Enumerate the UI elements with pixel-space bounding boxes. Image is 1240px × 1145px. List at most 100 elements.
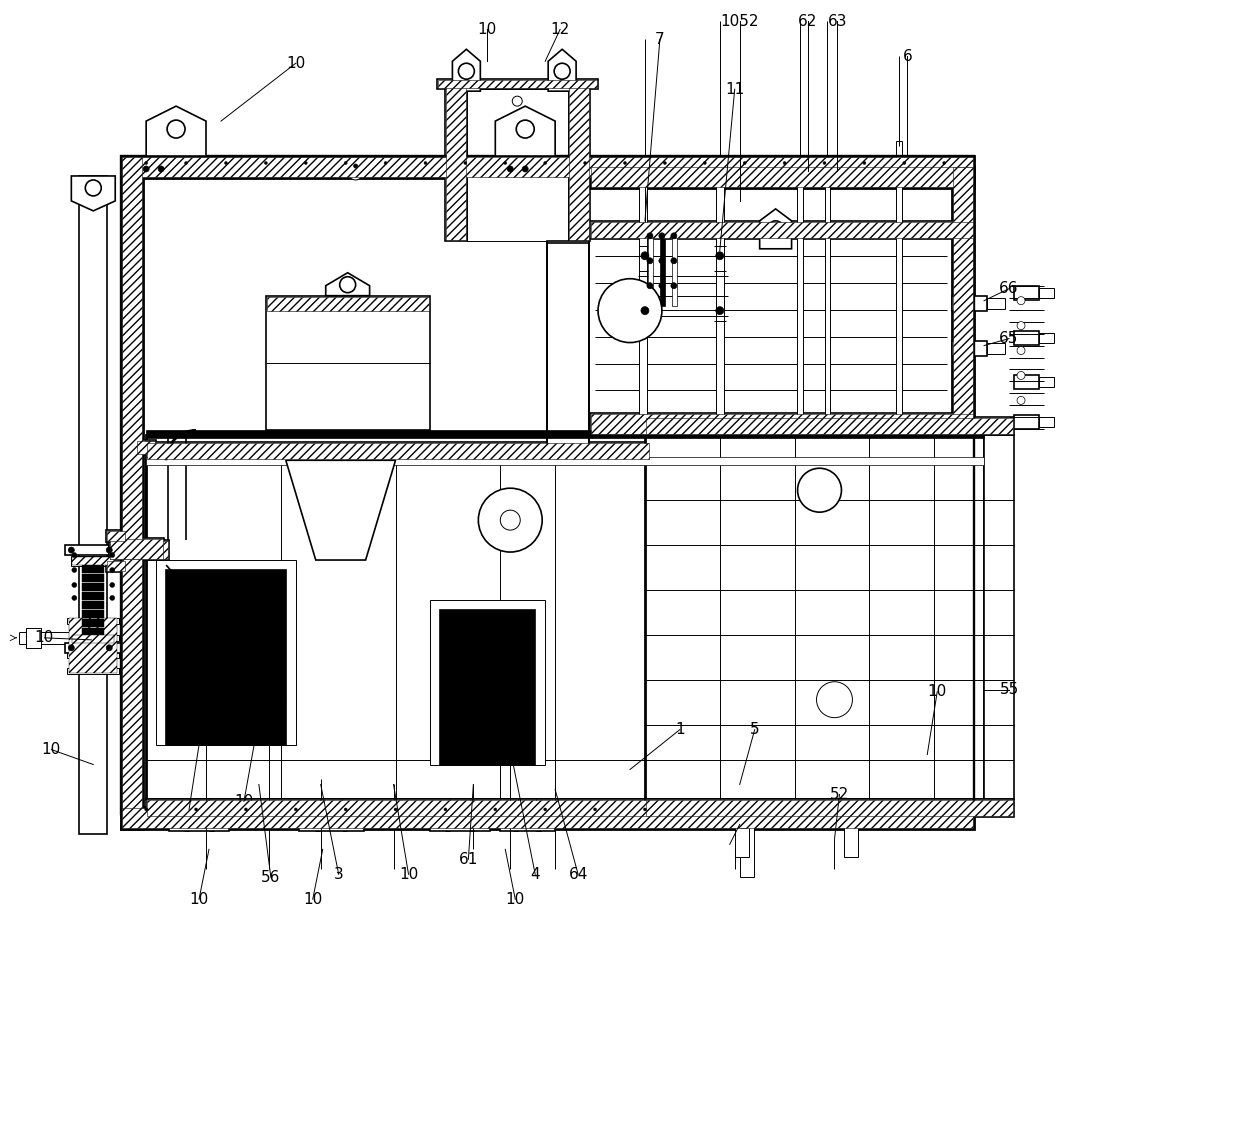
Circle shape: [348, 166, 362, 180]
Bar: [122, 156, 975, 177]
Bar: [715, 166, 724, 435]
Text: 7: 7: [655, 32, 665, 47]
Circle shape: [479, 488, 542, 552]
Bar: [67, 634, 119, 641]
Text: 10: 10: [234, 793, 253, 810]
Circle shape: [86, 180, 102, 196]
Circle shape: [584, 161, 587, 165]
Circle shape: [543, 808, 547, 811]
Bar: [590, 166, 975, 188]
Circle shape: [658, 232, 665, 239]
Text: 6: 6: [903, 49, 913, 64]
Circle shape: [159, 166, 164, 172]
Bar: [109, 538, 164, 560]
Bar: [590, 413, 975, 435]
Circle shape: [663, 161, 666, 165]
Bar: [591, 167, 973, 187]
Circle shape: [647, 258, 653, 263]
Circle shape: [863, 161, 866, 165]
Bar: [569, 82, 589, 239]
Circle shape: [494, 808, 497, 811]
Bar: [952, 295, 987, 310]
Bar: [148, 443, 649, 459]
Bar: [660, 226, 665, 306]
Bar: [82, 627, 104, 635]
Bar: [107, 561, 125, 571]
Circle shape: [641, 252, 649, 260]
Circle shape: [107, 547, 113, 553]
Bar: [72, 634, 115, 643]
Bar: [500, 818, 556, 831]
Circle shape: [244, 808, 248, 811]
Bar: [146, 460, 650, 799]
Text: 10: 10: [928, 685, 947, 700]
Bar: [580, 435, 980, 460]
Circle shape: [145, 808, 148, 811]
Bar: [796, 166, 802, 435]
Circle shape: [823, 161, 826, 165]
Circle shape: [942, 161, 946, 165]
Circle shape: [500, 511, 521, 530]
Text: 61: 61: [459, 852, 479, 867]
Circle shape: [384, 161, 387, 165]
Circle shape: [340, 277, 356, 293]
Circle shape: [743, 161, 746, 165]
Bar: [123, 808, 973, 828]
Polygon shape: [495, 106, 556, 156]
Text: 10: 10: [477, 22, 497, 37]
Bar: [82, 610, 104, 618]
Bar: [69, 618, 118, 673]
Bar: [107, 531, 125, 542]
Polygon shape: [72, 176, 115, 211]
Bar: [547, 240, 589, 460]
Text: 10: 10: [506, 892, 525, 907]
Circle shape: [68, 645, 74, 650]
Circle shape: [195, 808, 197, 811]
Bar: [123, 157, 143, 828]
Text: 5: 5: [750, 722, 759, 737]
Bar: [568, 81, 590, 240]
Bar: [82, 619, 104, 626]
Circle shape: [715, 307, 724, 315]
Polygon shape: [760, 208, 791, 248]
Bar: [639, 166, 647, 435]
Circle shape: [110, 553, 115, 558]
Circle shape: [304, 161, 308, 165]
Bar: [267, 297, 429, 310]
Circle shape: [658, 258, 665, 263]
Circle shape: [72, 553, 77, 558]
Bar: [72, 556, 115, 566]
Bar: [72, 556, 114, 564]
Circle shape: [658, 283, 665, 289]
Bar: [440, 610, 536, 765]
Circle shape: [644, 808, 646, 811]
Text: 1052: 1052: [720, 14, 759, 29]
Bar: [1014, 286, 1039, 300]
Polygon shape: [285, 460, 396, 560]
Text: 3: 3: [334, 867, 343, 882]
Circle shape: [671, 232, 677, 239]
Text: 65: 65: [999, 331, 1019, 346]
Bar: [1014, 416, 1039, 429]
Circle shape: [143, 166, 149, 172]
Bar: [580, 465, 980, 490]
Circle shape: [68, 547, 74, 553]
Bar: [438, 79, 598, 89]
Circle shape: [715, 252, 724, 260]
Bar: [166, 570, 285, 744]
Bar: [987, 298, 1006, 309]
Polygon shape: [548, 49, 577, 92]
Text: 2: 2: [185, 802, 193, 816]
Circle shape: [522, 166, 528, 172]
Text: 10: 10: [35, 631, 55, 646]
Bar: [110, 542, 169, 559]
Bar: [146, 799, 650, 818]
Text: 51: 51: [730, 816, 749, 832]
Bar: [82, 601, 104, 609]
Bar: [79, 176, 107, 835]
Text: 63: 63: [828, 14, 847, 29]
Circle shape: [185, 161, 187, 165]
Bar: [82, 592, 104, 600]
Polygon shape: [453, 49, 480, 92]
Circle shape: [224, 161, 227, 165]
